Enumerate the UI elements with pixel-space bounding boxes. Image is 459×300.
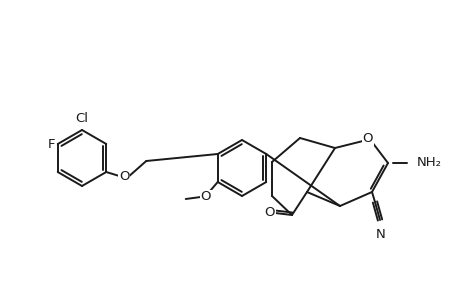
Text: NH₂: NH₂ — [416, 157, 441, 169]
Text: N: N — [375, 228, 385, 241]
Text: O: O — [119, 169, 129, 182]
Text: F: F — [47, 137, 55, 151]
Text: O: O — [362, 133, 372, 146]
Text: O: O — [200, 190, 211, 203]
Text: O: O — [264, 206, 274, 220]
Text: Cl: Cl — [75, 112, 88, 125]
